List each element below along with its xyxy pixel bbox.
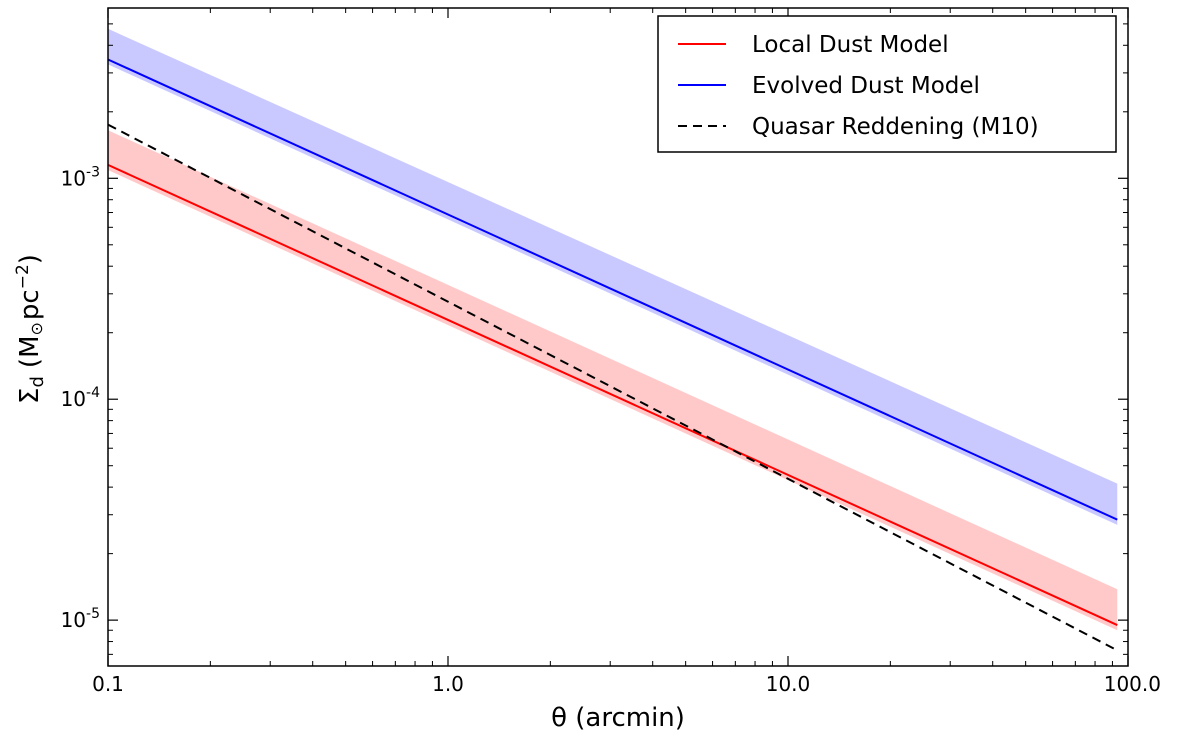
y-label-exponent: −2 xyxy=(13,264,33,289)
x-axis-label: θ (arcmin) xyxy=(551,703,685,733)
y-label-unit-prefix: (M xyxy=(15,335,45,368)
y-label-unit-mid: pc xyxy=(15,289,45,320)
y-label-subscript: d xyxy=(27,376,48,387)
y-tick-label: 10-4 xyxy=(61,385,101,411)
band-0 xyxy=(108,130,1118,631)
x-tick-label: 10.0 xyxy=(766,672,811,696)
legend-label-0: Local Dust Model xyxy=(752,32,949,58)
legend-box xyxy=(657,15,1117,153)
x-tick-label: 0.1 xyxy=(92,672,124,696)
x-tick-label: 1.0 xyxy=(432,672,464,696)
y-tick-label: 10-3 xyxy=(61,164,100,190)
legend-items: Local Dust Model Evolved Dust Model Quasar… xyxy=(678,32,1039,140)
series-line-2 xyxy=(107,123,1118,652)
plot-frame xyxy=(107,7,1129,667)
band-1 xyxy=(108,28,1118,525)
legend: Local Dust Model Evolved Dust Model Quasar… xyxy=(657,15,1117,153)
series-lines xyxy=(107,58,1118,652)
axis-ticks: 0.1 1.0 10.0 100.0 10-5 10-4 10-3 xyxy=(61,8,1161,696)
y-label-unit-suffix: ) xyxy=(15,254,45,264)
y-axis-label: Σd (M⊙ pc−2) xyxy=(13,254,48,404)
confidence-bands xyxy=(108,28,1118,631)
legend-label-1: Evolved Dust Model xyxy=(752,73,980,99)
y-label-sigma: Σ xyxy=(15,388,45,404)
series-line-1 xyxy=(107,58,1118,521)
y-label-sun-symbol: ⊙ xyxy=(27,322,46,335)
x-tick-label: 100.0 xyxy=(1104,672,1161,696)
legend-label-2: Quasar Reddening (M10) xyxy=(752,114,1039,140)
y-tick-label: 10-5 xyxy=(61,606,100,632)
series-line-0 xyxy=(107,163,1118,626)
